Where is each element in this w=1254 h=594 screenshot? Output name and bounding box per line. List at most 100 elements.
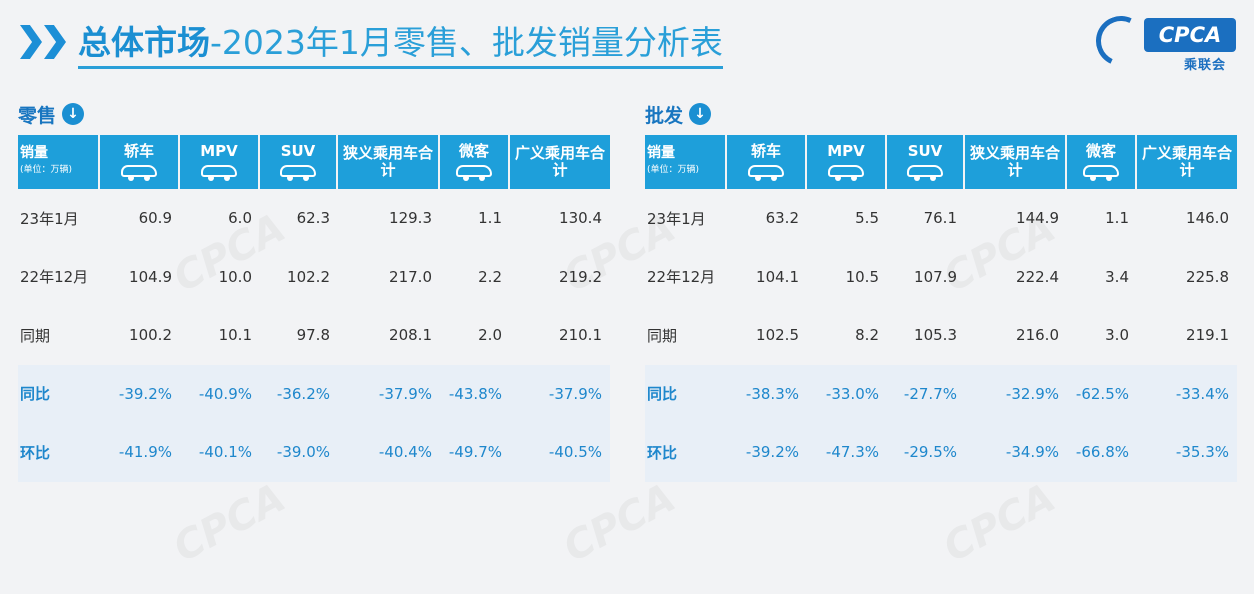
table-cell: -37.9% bbox=[548, 384, 602, 403]
table-cell: -39.0% bbox=[276, 443, 330, 462]
retail-table: 销量 (单位：万辆) 轿车 MPV SUV 狭义乘用车合计 微客 广义乘用车合计 23年1月 60… bbox=[18, 135, 610, 482]
table-cell: -33.4% bbox=[1175, 384, 1229, 403]
column-header: SUV bbox=[260, 135, 338, 189]
table-cell: -41.9% bbox=[118, 443, 172, 462]
logo-subtext: 乘联会 bbox=[1183, 58, 1226, 73]
table-cell: -39.2% bbox=[118, 384, 172, 403]
column-header-label: 微客 bbox=[458, 142, 489, 160]
corner-label: 销量 bbox=[647, 145, 675, 161]
title-main: 总体市场 bbox=[78, 22, 210, 62]
table-cell: -43.8% bbox=[448, 384, 502, 403]
column-header-label: SUV bbox=[280, 142, 316, 160]
column-header: MPV bbox=[180, 135, 260, 189]
table-cell: -34.9% bbox=[1005, 443, 1059, 462]
table-cell: -39.2% bbox=[745, 443, 799, 462]
row-label: 环比 bbox=[20, 443, 51, 462]
table-cell: 97.8 bbox=[296, 326, 330, 345]
table-cell: 102.2 bbox=[287, 267, 330, 286]
row-label: 同期 bbox=[20, 326, 51, 345]
table-cell: 5.5 bbox=[855, 209, 879, 228]
table-cell: 210.1 bbox=[559, 326, 602, 345]
table-cell: 3.0 bbox=[1105, 326, 1129, 345]
table-cell: 10.5 bbox=[845, 267, 879, 286]
column-header-label: 狭义乘用车合计 bbox=[969, 144, 1060, 179]
table-cell: 130.4 bbox=[559, 209, 602, 228]
table-cell: -40.9% bbox=[198, 384, 252, 403]
table-cell: 10.1 bbox=[218, 326, 252, 345]
row-label: 环比 bbox=[647, 443, 678, 462]
row-label: 22年12月 bbox=[20, 268, 89, 287]
table-row: 23年1月 63.2 5.5 76.1 144.9 1.1 146.0 bbox=[645, 189, 1237, 248]
car-icon bbox=[1083, 165, 1119, 181]
column-header: 广义乘用车合计 bbox=[1137, 135, 1237, 189]
corner-unit: (单位：万辆) bbox=[20, 165, 73, 175]
table-cell: 102.5 bbox=[756, 326, 799, 345]
column-header-label: 广义乘用车合计 bbox=[1141, 144, 1232, 179]
car-icon bbox=[748, 165, 784, 181]
wholesale-table: 销量 (单位：万辆) 轿车 MPV SUV 狭义乘用车合计 微客 广义乘用车合计 23年1月 63… bbox=[645, 135, 1237, 482]
table-cell: 104.9 bbox=[129, 267, 172, 286]
header-corner: 销量 (单位：万辆) bbox=[645, 135, 727, 189]
column-header: 广义乘用车合计 bbox=[510, 135, 610, 189]
column-header: 轿车 bbox=[100, 135, 180, 189]
row-label: 同期 bbox=[647, 326, 678, 345]
column-header-label: 广义乘用车合计 bbox=[514, 144, 605, 179]
page-title: 总体市场-2023年1月零售、批发销量分析表 bbox=[78, 16, 723, 69]
table-cell: -66.8% bbox=[1075, 443, 1129, 462]
arrow-down-circle-icon: ↓ bbox=[62, 103, 85, 125]
column-header: 狭义乘用车合计 bbox=[338, 135, 440, 189]
table-cell: 144.9 bbox=[1016, 209, 1059, 228]
column-header-label: 轿车 bbox=[750, 142, 781, 160]
retail-label-text: 零售 bbox=[18, 104, 57, 127]
table-cell: 225.8 bbox=[1186, 267, 1229, 286]
table-cell: 1.1 bbox=[1105, 209, 1129, 228]
table-cell: 105.3 bbox=[914, 326, 957, 345]
logo-text: CPCA bbox=[1144, 18, 1236, 52]
table-cell: 60.9 bbox=[138, 209, 172, 228]
retail-section: 零售 ↓ 销量 (单位：万辆) 轿车 MPV SUV 狭义乘用车合计 微客 广义乘用车合计 23… bbox=[18, 100, 610, 482]
table-cell: 1.1 bbox=[478, 209, 502, 228]
table-cell: -40.1% bbox=[198, 443, 252, 462]
table-row: 同期 100.2 10.1 97.8 208.1 2.0 210.1 bbox=[18, 306, 610, 365]
table-cell: 62.3 bbox=[296, 209, 330, 228]
table-row: 同比 -39.2% -40.9% -36.2% -37.9% -43.8% -37.9% bbox=[18, 364, 610, 423]
column-header: SUV bbox=[887, 135, 965, 189]
table-cell: 2.2 bbox=[478, 267, 502, 286]
table-cell: 222.4 bbox=[1016, 267, 1059, 286]
row-label: 同比 bbox=[647, 385, 678, 404]
table-cell: -38.3% bbox=[745, 384, 799, 403]
table-cell: 107.9 bbox=[914, 267, 957, 286]
column-header: 狭义乘用车合计 bbox=[965, 135, 1067, 189]
table-cell: -32.9% bbox=[1005, 384, 1059, 403]
table-row: 22年12月 104.1 10.5 107.9 222.4 3.4 225.8 bbox=[645, 248, 1237, 307]
table-cell: -29.5% bbox=[903, 443, 957, 462]
corner-label: 销量 bbox=[20, 145, 48, 161]
table-cell: 146.0 bbox=[1186, 209, 1229, 228]
car-icon bbox=[121, 165, 157, 181]
double-chevron-icon bbox=[20, 25, 66, 59]
table-cell: 76.1 bbox=[923, 209, 957, 228]
column-header: MPV bbox=[807, 135, 887, 189]
wholesale-label-text: 批发 bbox=[645, 104, 684, 127]
row-label: 23年1月 bbox=[647, 209, 706, 228]
car-icon bbox=[907, 165, 943, 181]
corner-unit: (单位：万辆) bbox=[647, 165, 700, 175]
table-cell: -35.3% bbox=[1175, 443, 1229, 462]
table-cell: -33.0% bbox=[825, 384, 879, 403]
column-header-label: MPV bbox=[827, 142, 865, 160]
car-icon bbox=[456, 165, 492, 181]
wholesale-label: 批发 ↓ bbox=[645, 100, 1237, 128]
row-label: 22年12月 bbox=[647, 268, 716, 287]
table-cell: 219.1 bbox=[1186, 326, 1229, 345]
column-header-label: SUV bbox=[907, 142, 943, 160]
table-row: 环比 -39.2% -47.3% -29.5% -34.9% -66.8% -35.3% bbox=[645, 423, 1237, 482]
title-sub: -2023年1月零售、批发销量分析表 bbox=[210, 22, 723, 62]
table-row: 23年1月 60.9 6.0 62.3 129.3 1.1 130.4 bbox=[18, 189, 610, 248]
table-cell: 104.1 bbox=[756, 267, 799, 286]
table-cell: 3.4 bbox=[1105, 267, 1129, 286]
table-cell: -37.9% bbox=[378, 384, 432, 403]
table-cell: 6.0 bbox=[228, 209, 252, 228]
table-cell: 217.0 bbox=[389, 267, 432, 286]
page-header: 总体市场-2023年1月零售、批发销量分析表 bbox=[20, 16, 723, 69]
table-row: 22年12月 104.9 10.0 102.2 217.0 2.2 219.2 bbox=[18, 248, 610, 307]
